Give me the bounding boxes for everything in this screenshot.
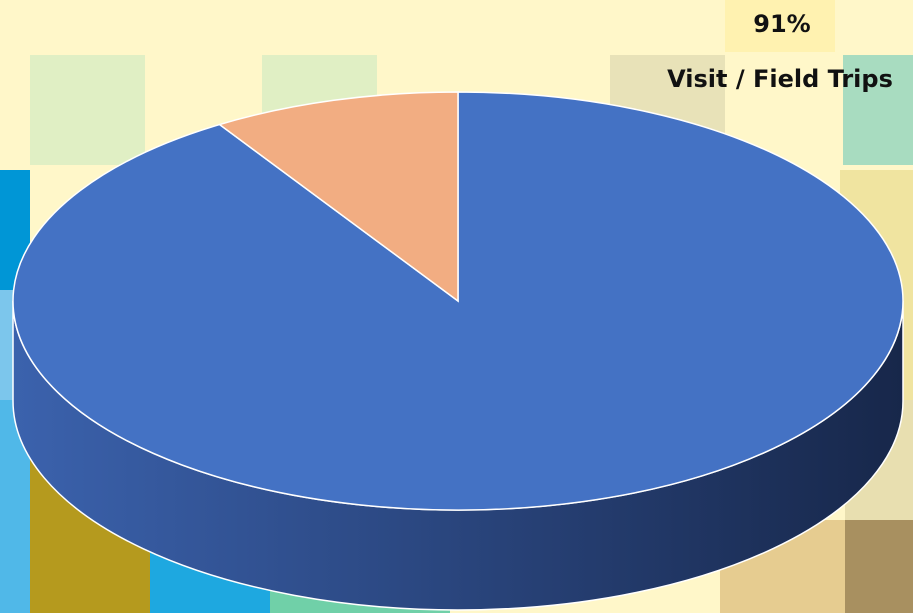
chart: 91% Visit / Field Trips xyxy=(0,0,913,613)
data-label: 91% xyxy=(753,10,810,38)
page: 91% Visit / Field Trips (() => { const d… xyxy=(0,0,913,613)
pie xyxy=(13,92,903,610)
category-label: Visit / Field Trips xyxy=(667,65,893,93)
